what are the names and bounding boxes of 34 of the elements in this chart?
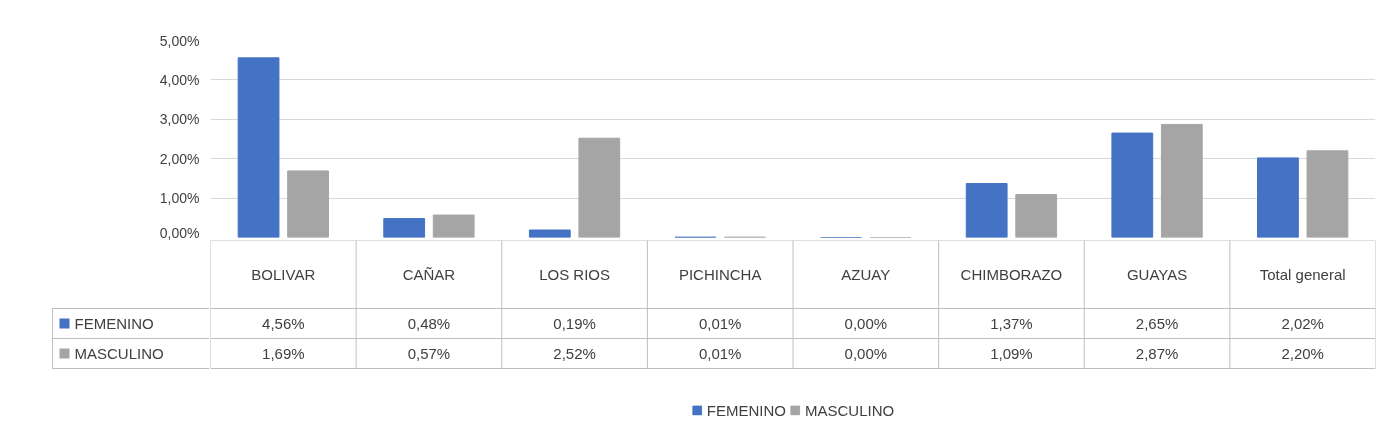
x-tick-label: AZUAY — [841, 266, 891, 283]
x-tick-label: LOS RIOS — [539, 266, 610, 283]
text: FEMENINO — [706, 401, 786, 418]
data-label: 0,00% — [844, 315, 888, 332]
data-label: 4,56% — [262, 315, 305, 332]
data-label: 0,01% — [698, 315, 742, 332]
data-label: 0,48% — [407, 315, 451, 332]
x-tick-label: GUAYAS — [1126, 266, 1188, 283]
x-tick-label: BOLIVAR — [251, 266, 316, 283]
data-label: 0,19% — [553, 315, 596, 332]
data-label: 2,65% — [1135, 315, 1179, 332]
legend-label: FEMENINO — [74, 315, 154, 332]
data-label: 2,87% — [1135, 345, 1179, 362]
y-tick-label: 5,00% — [159, 32, 200, 49]
data-label: 1,37% — [990, 315, 1033, 332]
y-tick-label: 3,00% — [159, 111, 200, 128]
data-label: 1,09% — [990, 345, 1033, 362]
data-label: 1,69% — [262, 345, 305, 362]
text: MASCULINO — [74, 345, 164, 362]
data-label: 2,02% — [1281, 315, 1324, 332]
legend-label: MASCULINO — [804, 401, 895, 418]
data-label: 0,01% — [698, 345, 742, 362]
x-tick-label: PICHINCHA — [678, 266, 762, 283]
x-tick-label: Total general — [1259, 266, 1346, 283]
data-label: 2,52% — [553, 345, 596, 362]
x-tick-label: CHIMBORAZO — [960, 266, 1063, 283]
data-label: 0,57% — [407, 345, 451, 362]
x-tick-label: CAÑAR — [402, 266, 456, 283]
data-label: 0,00% — [844, 345, 888, 362]
y-tick-label: 2,00% — [159, 150, 200, 167]
y-tick-label: 4,00% — [159, 71, 200, 88]
y-tick-label: 1,00% — [159, 190, 200, 207]
data-label: 2,20% — [1281, 345, 1324, 362]
y-tick-label: 0,00% — [159, 224, 200, 241]
